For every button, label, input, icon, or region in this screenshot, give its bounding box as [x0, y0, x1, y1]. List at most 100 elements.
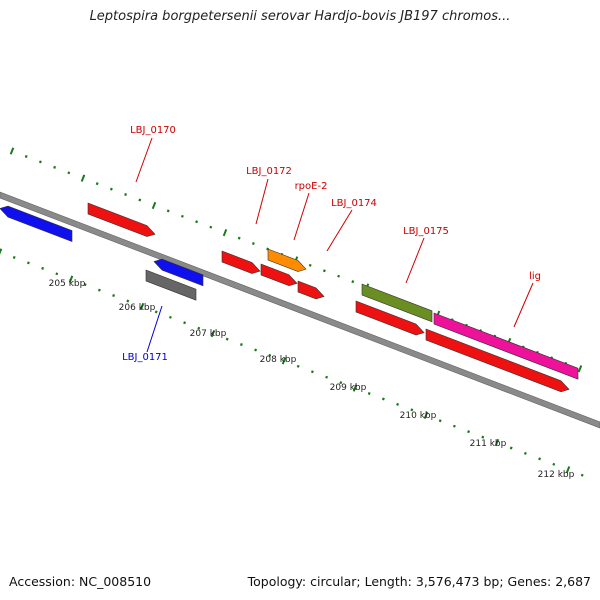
- gene-arrow: [0, 205, 73, 243]
- gene-arrow: [425, 328, 570, 393]
- lower-tick: [68, 275, 74, 283]
- lower-tick: [97, 288, 101, 292]
- kbp-label: 209 kbp: [330, 383, 367, 393]
- lower-tick-track: [0, 248, 584, 477]
- gene-label: lig: [529, 271, 541, 282]
- lower-tick: [565, 466, 571, 474]
- lower-tick: [523, 451, 527, 455]
- lower-tick: [55, 272, 59, 276]
- gene-arrow: [267, 248, 307, 272]
- upper-tick: [251, 242, 255, 246]
- gene-arrow: [361, 283, 433, 323]
- label-leader: [255, 178, 269, 225]
- upper-tick: [222, 229, 228, 237]
- gene-label: LBJ_0170: [130, 125, 176, 136]
- kbp-label: 207 kbp: [190, 329, 227, 339]
- lower-tick: [183, 321, 187, 325]
- lower-tick: [26, 261, 30, 265]
- gene-arrow: [297, 280, 325, 300]
- upper-tick: [266, 247, 270, 251]
- lower-tick: [509, 446, 513, 450]
- kbp-label: 211 kbp: [470, 439, 507, 449]
- lower-tick: [225, 337, 229, 341]
- gene-label: LBJ_0175: [403, 226, 449, 237]
- kbp-label: 212 kbp: [538, 470, 575, 480]
- lower-tick: [296, 364, 300, 368]
- label-leader: [135, 137, 153, 183]
- upper-tick: [237, 236, 241, 240]
- gene-arrow: [153, 258, 204, 287]
- upper-tick: [209, 225, 213, 229]
- lower-tick: [339, 381, 343, 385]
- upper-tick: [95, 182, 99, 186]
- label-leader: [293, 192, 310, 241]
- gene-label: LBJ_0172: [246, 166, 292, 177]
- gene-arrow: [260, 263, 298, 287]
- lower-tick: [239, 343, 243, 347]
- lower-tick: [438, 419, 442, 423]
- gene-arrow: [355, 300, 425, 336]
- upper-tick: [124, 193, 128, 197]
- lower-tick: [0, 248, 3, 255]
- lower-tick: [538, 457, 542, 461]
- gene-arrow: [433, 312, 579, 380]
- upper-tick: [166, 209, 170, 213]
- gene-label: LBJ_0174: [331, 198, 377, 209]
- upper-tick: [109, 187, 113, 191]
- upper-tick: [9, 147, 15, 155]
- lower-tick: [325, 375, 329, 379]
- lower-tick: [452, 424, 456, 428]
- upper-tick: [24, 154, 28, 158]
- lower-tick: [494, 438, 500, 447]
- upper-tick: [322, 269, 326, 273]
- lower-tick: [367, 392, 371, 395]
- upper-tick: [337, 274, 341, 278]
- lower-tick: [281, 357, 287, 365]
- lower-tick: [112, 294, 116, 298]
- lower-tick: [210, 330, 216, 338]
- label-leader: [326, 209, 353, 252]
- kbp-labels: 205 kbp 206 kbp 207 kbp 208 kbp 209 kbp 210 k…: [49, 279, 575, 480]
- label-leaders: [135, 137, 534, 353]
- upper-tick: [38, 160, 42, 164]
- label-leader: [405, 237, 425, 284]
- gene-arrow: [87, 202, 156, 237]
- label-leader: [513, 282, 534, 328]
- lower-tick: [41, 266, 45, 270]
- lower-tick: [396, 402, 400, 406]
- lower-tick: [12, 255, 16, 259]
- kbp-label: 210 kbp: [400, 411, 437, 421]
- topology-text: Topology: circular; Length: 3,576,473 bp…: [247, 574, 591, 589]
- lower-tick: [154, 310, 158, 314]
- lower-tick: [310, 370, 314, 374]
- gene-arrow: [145, 269, 197, 301]
- label-leader: [146, 305, 163, 353]
- lower-tick: [467, 430, 471, 434]
- upper-tick: [308, 263, 312, 267]
- lower-tick: [481, 435, 485, 439]
- lower-tick: [423, 411, 429, 419]
- lower-tick: [410, 408, 414, 412]
- lower-tick: [381, 397, 385, 401]
- kbp-label: 206 kbp: [119, 303, 156, 313]
- upper-tick: [53, 165, 57, 169]
- upper-tick-track: [9, 147, 583, 373]
- upper-tick: [67, 171, 71, 175]
- upper-tick: [351, 280, 355, 284]
- lower-tick: [552, 462, 556, 466]
- lower-tick: [254, 348, 258, 352]
- upper-tick: [180, 214, 184, 218]
- gene-label: rpoE-2: [295, 181, 328, 192]
- lower-tick: [352, 384, 358, 392]
- upper-tick: [80, 174, 86, 182]
- lower-tick: [268, 353, 272, 357]
- lower-tick: [168, 315, 172, 319]
- upper-tick: [138, 198, 142, 202]
- lower-tick: [83, 283, 87, 287]
- gene-arrow: [221, 250, 261, 274]
- gene-features: [0, 202, 579, 393]
- upper-tick: [151, 201, 157, 210]
- accession-text: Accession: NC_008510: [9, 574, 152, 589]
